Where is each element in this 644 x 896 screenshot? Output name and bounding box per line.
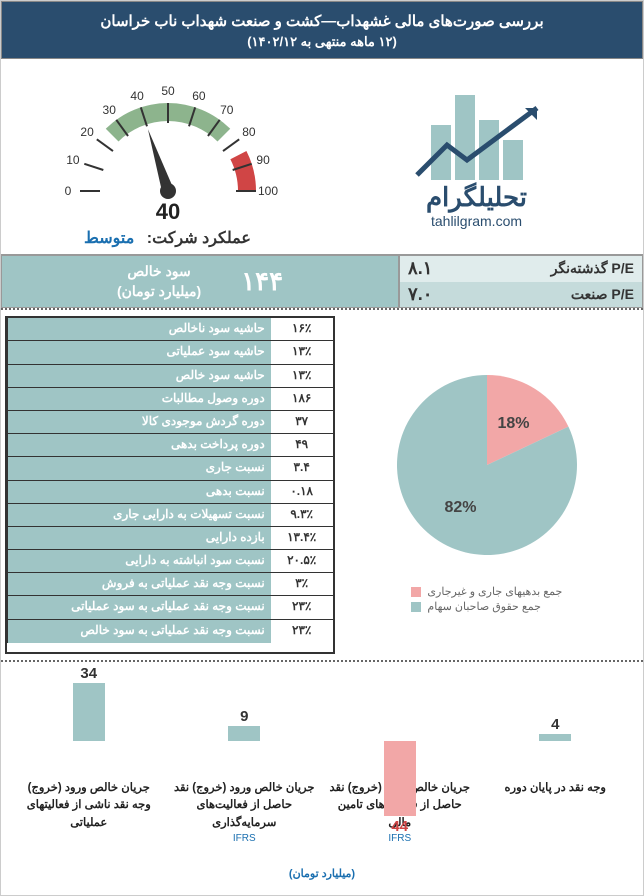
cashflow-item: 44جریان خالص ورود (خروج) نقد حاصل از فعا… <box>328 666 471 844</box>
metrics-table: حاشیه سود ناخالص۱۶٪حاشیه سود عملیاتی۱۳٪ح… <box>5 316 335 654</box>
svg-text:40: 40 <box>155 199 179 221</box>
metric-label: دوره پرداخت بدهی <box>7 434 271 456</box>
mid-row: حاشیه سود ناخالص۱۶٪حاشیه سود عملیاتی۱۳٪ح… <box>1 310 643 662</box>
metric-row: دوره وصول مطالبات۱۸۶ <box>7 388 333 411</box>
pie-chart: 18% 82% <box>377 355 597 575</box>
metric-label: حاشیه سود ناخالص <box>7 318 271 340</box>
metric-value: ۰.۱۸ <box>271 481 333 503</box>
metric-value: ۱۳٪ <box>271 341 333 363</box>
metric-label: نسبت بدهی <box>7 481 271 503</box>
cashflow-item: 4وجه نقد در پایان دوره <box>484 666 627 797</box>
cashflow-item: 9جریان خالص ورود (خروج) نقد حاصل از فعال… <box>173 666 316 844</box>
legend-item: جمع بدهیهای جاری و غیرجاری <box>411 585 562 598</box>
pe-industry-label: P/E صنعت <box>571 286 634 303</box>
pe-row: سود خالص(میلیارد تومان) ۱۴۴ P/E گذشته‌نگ… <box>1 254 643 310</box>
cashflow-unit: (میلیارد تومان) <box>289 867 355 880</box>
metric-label: حاشیه سود خالص <box>7 365 271 387</box>
cashflow-label: جریان خالص ورود (خروج) وجه نقد ناشی از ف… <box>17 780 160 832</box>
gauge-chart: 0 1020 30 40 50 60 70 8090 100 40 <box>53 71 283 221</box>
metric-label: نسبت وجه نقد عملیاتی به سود خالص <box>7 620 271 643</box>
net-profit-value: ۱۴۴ <box>241 266 283 297</box>
pe-trailing-value: ۸.۱ <box>408 258 432 279</box>
metric-value: ۲۳٪ <box>271 620 333 643</box>
logo-url: tahlilgram.com <box>322 213 631 229</box>
pe-ratios: P/E گذشته‌نگر ۸.۱ P/E صنعت ۷.۰ <box>399 255 643 308</box>
svg-text:100: 100 <box>257 184 277 198</box>
pie-container: 18% 82% جمع بدهیهای جاری و غیرجاری جمع حقو… <box>335 316 639 654</box>
cashflow-row: 34جریان خالص ورود (خروج) وجه نقد ناشی از… <box>1 662 643 882</box>
gauge-container: 0 1020 30 40 50 60 70 8090 100 40 عملکرد شرکت: مت… <box>13 71 322 248</box>
metric-value: ۱۶٪ <box>271 318 333 340</box>
metric-row: حاشیه سود ناخالص۱۶٪ <box>7 318 333 341</box>
legend-item: جمع حقوق صاحبان سهام <box>411 600 562 613</box>
metric-row: حاشیه سود عملیاتی۱۳٪ <box>7 341 333 364</box>
metric-value: ۳٪ <box>271 573 333 595</box>
cashflow-note: IFRS <box>173 833 316 844</box>
metric-value: ۱۳٪ <box>271 365 333 387</box>
metric-value: ۳۷ <box>271 411 333 433</box>
header-title: بررسی صورت‌های مالی غشهداب—کشت و صنعت شه… <box>6 10 638 34</box>
metric-row: نسبت وجه نقد عملیاتی به سود خالص۲۳٪ <box>7 620 333 643</box>
metric-row: نسبت جاری۳.۴ <box>7 457 333 480</box>
metric-label: نسبت تسهیلات به دارایی جاری <box>7 504 271 526</box>
metric-label: حاشیه سود عملیاتی <box>7 341 271 363</box>
metric-label: دوره وصول مطالبات <box>7 388 271 410</box>
svg-text:82%: 82% <box>444 499 476 516</box>
svg-text:10: 10 <box>66 153 80 167</box>
pe-trailing-label: P/E گذشته‌نگر <box>551 260 634 277</box>
metric-row: نسبت بدهی۰.۱۸ <box>7 481 333 504</box>
top-row: 0 1020 30 40 50 60 70 8090 100 40 عملکرد شرکت: مت… <box>1 59 643 254</box>
metric-label: بازده دارایی <box>7 527 271 549</box>
net-profit-label: سود خالص(میلیارد تومان) <box>117 262 201 301</box>
pie-legend: جمع بدهیهای جاری و غیرجاری جمع حقوق صاحبا… <box>411 583 562 615</box>
metric-value: ۲۳٪ <box>271 596 333 618</box>
svg-text:0: 0 <box>64 184 71 198</box>
cashflow-label: وجه نقد در پایان دوره <box>484 780 627 797</box>
logo-bars-icon <box>322 90 631 180</box>
metric-label: دوره گردش موجودی کالا <box>7 411 271 433</box>
metric-row: حاشیه سود خالص۱۳٪ <box>7 365 333 388</box>
metric-label: نسبت وجه نقد عملیاتی به فروش <box>7 573 271 595</box>
svg-text:70: 70 <box>220 103 234 117</box>
metric-row: نسبت سود انباشته به دارایی۲۰.۵٪ <box>7 550 333 573</box>
svg-text:40: 40 <box>130 89 144 103</box>
cashflow-item: 34جریان خالص ورود (خروج) وجه نقد ناشی از… <box>17 666 160 832</box>
metric-value: ۲۰.۵٪ <box>271 550 333 572</box>
metric-row: نسبت وجه نقد عملیاتی به فروش۳٪ <box>7 573 333 596</box>
pe-industry: P/E صنعت ۷.۰ <box>400 282 642 308</box>
metric-row: دوره پرداخت بدهی۴۹ <box>7 434 333 457</box>
pe-trailing: P/E گذشته‌نگر ۸.۱ <box>400 256 642 282</box>
metric-row: دوره گردش موجودی کالا۳۷ <box>7 411 333 434</box>
metric-label: نسبت جاری <box>7 457 271 479</box>
metric-value: ۱۸۶ <box>271 388 333 410</box>
metric-label: نسبت وجه نقد عملیاتی به سود عملیاتی <box>7 596 271 618</box>
metric-label: نسبت سود انباشته به دارایی <box>7 550 271 572</box>
svg-text:30: 30 <box>102 103 116 117</box>
performance-value: متوسط <box>84 230 134 247</box>
metric-value: ۴۹ <box>271 434 333 456</box>
metric-value: ۱۳.۴٪ <box>271 527 333 549</box>
metric-value: ۳.۴ <box>271 457 333 479</box>
svg-text:20: 20 <box>80 125 94 139</box>
pe-industry-value: ۷.۰ <box>408 284 432 305</box>
performance-label: عملکرد شرکت: <box>147 230 251 247</box>
logo-container: تحلیلگرام tahlilgram.com <box>322 90 631 229</box>
svg-text:80: 80 <box>242 125 256 139</box>
performance-row: عملکرد شرکت: متوسط <box>13 228 322 248</box>
net-profit-box: سود خالص(میلیارد تومان) ۱۴۴ <box>1 255 399 308</box>
header-subtitle: (۱۲ ماهه منتهی به ۱۴۰۲/۱۲) <box>6 34 638 50</box>
metric-row: نسبت تسهیلات به دارایی جاری۹.۳٪ <box>7 504 333 527</box>
header: بررسی صورت‌های مالی غشهداب—کشت و صنعت شه… <box>1 1 643 59</box>
metric-row: بازده دارایی۱۳.۴٪ <box>7 527 333 550</box>
svg-text:18%: 18% <box>497 415 529 432</box>
svg-text:90: 90 <box>256 153 270 167</box>
cashflow-label: جریان خالص ورود (خروج) نقد حاصل از فعالی… <box>173 780 316 832</box>
svg-text:60: 60 <box>192 89 206 103</box>
logo-arrow-icon <box>407 100 547 190</box>
svg-text:50: 50 <box>161 84 175 98</box>
metric-row: نسبت وجه نقد عملیاتی به سود عملیاتی۲۳٪ <box>7 596 333 619</box>
metric-value: ۹.۳٪ <box>271 504 333 526</box>
